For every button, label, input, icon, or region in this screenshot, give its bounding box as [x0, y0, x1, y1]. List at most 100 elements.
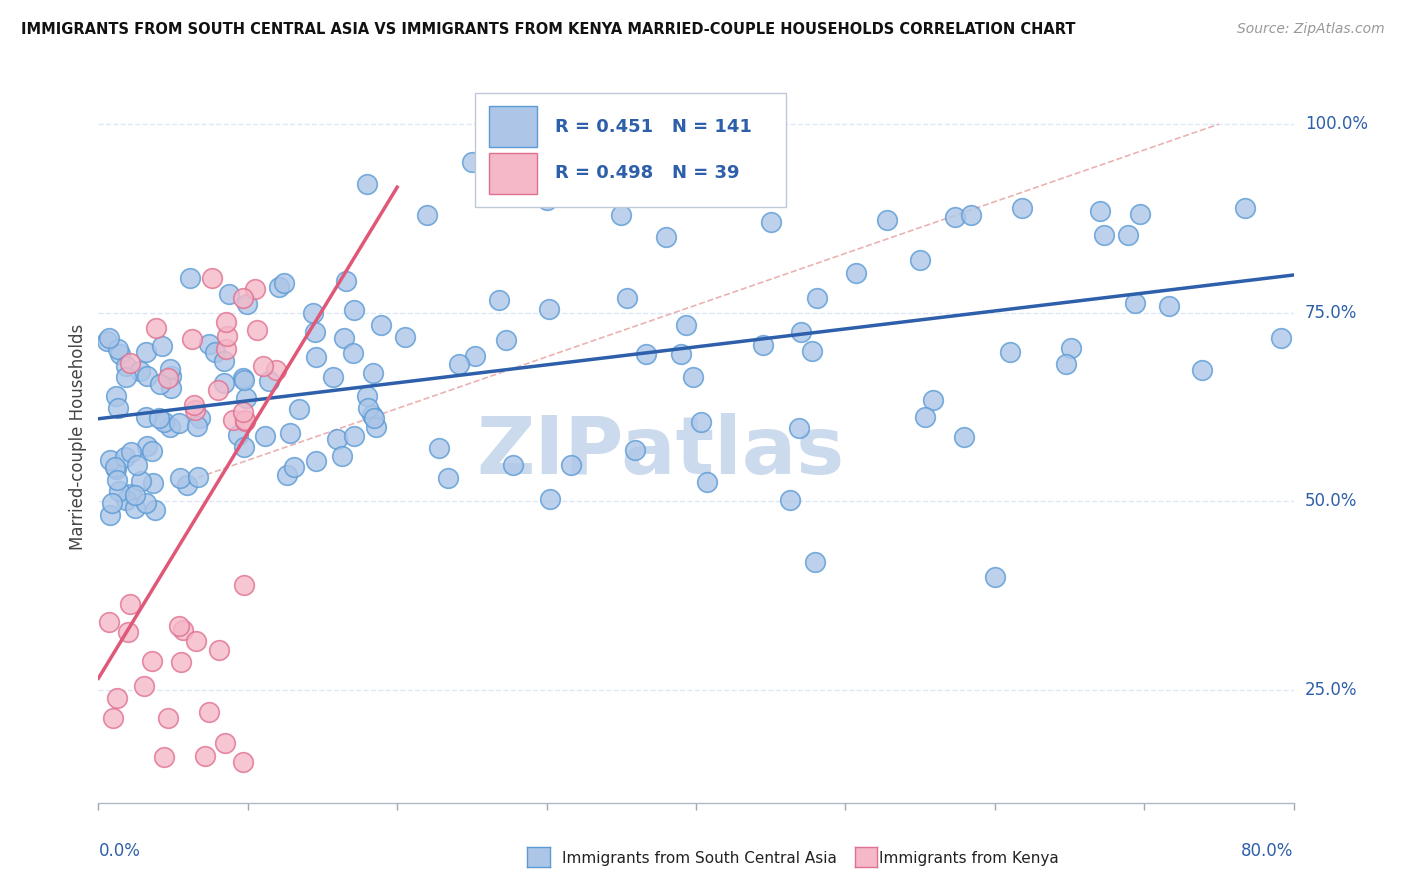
Point: [1116, 227, 1139, 242]
Point: [212, 354, 235, 368]
Point: [105, 462, 128, 476]
Point: [233, 578, 256, 592]
Point: [150, 339, 173, 353]
Point: [114, 450, 136, 465]
Text: 75.0%: 75.0%: [1305, 303, 1357, 322]
Point: [135, 496, 157, 510]
Point: [343, 429, 366, 443]
Point: [215, 315, 238, 329]
Point: [1270, 330, 1292, 344]
Point: [998, 344, 1021, 359]
Point: [115, 369, 138, 384]
Point: [623, 443, 645, 458]
Point: [105, 389, 128, 403]
Point: [149, 377, 172, 392]
Point: [685, 178, 707, 192]
Text: R = 0.451   N = 141: R = 0.451 N = 141: [555, 118, 752, 136]
Point: [142, 475, 165, 490]
Point: [120, 597, 142, 611]
Point: [332, 449, 354, 463]
Point: [610, 208, 633, 222]
Point: [105, 691, 128, 706]
Point: [288, 402, 311, 417]
Point: [357, 401, 380, 416]
Point: [1191, 363, 1213, 377]
Point: [616, 291, 638, 305]
Point: [790, 326, 813, 340]
Point: [1234, 202, 1257, 216]
Point: [356, 178, 378, 192]
Point: [806, 291, 828, 305]
Point: [134, 679, 156, 693]
Point: [214, 376, 236, 390]
Bar: [489, 153, 537, 194]
Text: ZIPatlas: ZIPatlas: [477, 413, 844, 491]
Point: [960, 208, 983, 222]
Point: [1159, 300, 1181, 314]
Point: [689, 415, 711, 429]
Point: [120, 487, 142, 501]
Point: [129, 364, 152, 378]
Point: [98, 615, 121, 630]
Point: [194, 749, 217, 764]
Point: [186, 419, 208, 434]
Point: [184, 403, 207, 417]
Point: [159, 361, 181, 376]
Point: [696, 475, 718, 490]
Point: [107, 343, 129, 357]
Point: [188, 410, 211, 425]
Point: [276, 468, 298, 483]
Point: [283, 460, 305, 475]
Point: [804, 554, 827, 568]
Point: [304, 326, 326, 340]
Point: [267, 280, 290, 294]
Point: [108, 347, 131, 361]
Point: [246, 323, 269, 337]
Point: [914, 410, 936, 425]
Point: [208, 642, 231, 657]
Point: [1011, 201, 1033, 215]
Point: [232, 373, 254, 387]
Point: [214, 342, 236, 356]
Point: [105, 473, 128, 487]
Point: [124, 501, 146, 516]
Point: [305, 454, 328, 468]
Point: [118, 356, 141, 370]
Point: [232, 404, 254, 418]
Text: 50.0%: 50.0%: [1305, 492, 1357, 510]
Point: [232, 291, 254, 305]
Point: [322, 369, 344, 384]
Point: [257, 374, 280, 388]
Point: [343, 302, 366, 317]
Point: [675, 318, 697, 332]
Point: [226, 428, 249, 442]
Point: [153, 415, 176, 429]
Point: [167, 619, 190, 633]
Point: [495, 333, 517, 347]
Point: [560, 458, 582, 472]
Point: [135, 369, 157, 384]
Point: [356, 389, 378, 403]
Point: [921, 392, 943, 407]
Point: [115, 493, 138, 508]
Point: [135, 410, 157, 425]
Point: [176, 477, 198, 491]
Point: [335, 274, 357, 288]
Point: [200, 271, 222, 285]
Bar: [489, 106, 537, 146]
Point: [198, 337, 221, 351]
Point: [536, 193, 558, 207]
Point: [447, 357, 470, 371]
Point: [231, 756, 253, 770]
Point: [464, 349, 486, 363]
Point: [129, 474, 152, 488]
Point: [232, 371, 254, 385]
Point: [363, 411, 385, 425]
Point: [167, 416, 190, 430]
Point: [953, 430, 976, 444]
Text: 80.0%: 80.0%: [1241, 842, 1294, 860]
Point: [108, 483, 131, 498]
Point: [101, 496, 124, 510]
Point: [141, 444, 163, 458]
Point: [779, 493, 801, 508]
